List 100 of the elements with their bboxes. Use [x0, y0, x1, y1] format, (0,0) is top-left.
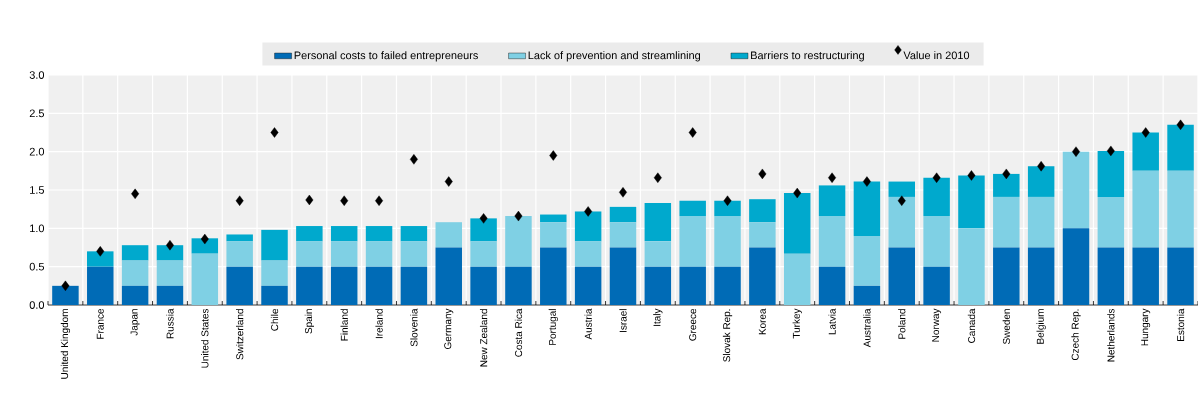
bar: [540, 247, 567, 305]
x-tick-label: Poland: [898, 309, 906, 339]
y-tick-label: 2.0: [29, 147, 45, 156]
x-tick-label: Latvia: [828, 308, 836, 335]
bar: [226, 241, 253, 267]
point: [793, 187, 802, 199]
bar: [818, 266, 846, 305]
point: [479, 213, 488, 224]
bar: [540, 214, 567, 223]
point: [862, 176, 871, 187]
bar: [330, 226, 358, 242]
point: [409, 154, 418, 165]
x-tick-label: Greece: [689, 308, 697, 341]
bar: [679, 266, 706, 305]
bar: [365, 266, 393, 305]
x-tick-label: Hungary: [1141, 308, 1151, 346]
bar: [888, 196, 915, 248]
point: [305, 194, 314, 206]
point: [166, 240, 174, 251]
x-tick-label: Canada: [967, 308, 976, 343]
bar: [121, 245, 149, 261]
x-tick-label: New Zealand: [479, 309, 488, 367]
bar: [540, 222, 567, 248]
bar: [923, 177, 950, 217]
bar: [52, 285, 79, 305]
bar: [923, 216, 950, 267]
bar: [156, 245, 184, 261]
point: [1141, 127, 1150, 138]
point: [61, 280, 70, 292]
point: [1037, 161, 1046, 172]
bar: [191, 253, 219, 305]
bar: [400, 241, 428, 267]
x-tick-label: Ireland: [375, 309, 383, 339]
bar: [400, 226, 428, 242]
point: [653, 172, 662, 183]
bar: [574, 211, 602, 242]
bar: [609, 247, 637, 305]
bar: [330, 241, 358, 267]
point: [932, 172, 941, 183]
point: [584, 206, 593, 217]
bar: [261, 260, 288, 286]
bar: [714, 266, 741, 305]
bar: [993, 173, 1020, 197]
point: [235, 195, 244, 206]
bar: [470, 266, 497, 305]
x-tick-label: Slovenia: [410, 308, 418, 347]
bar: [1062, 228, 1090, 305]
bar: [1167, 170, 1194, 248]
bar: [783, 193, 811, 254]
bar: [365, 226, 393, 242]
bar: [226, 234, 253, 242]
bar: [191, 238, 219, 254]
bar: [1167, 124, 1194, 171]
bar: [609, 222, 637, 248]
x-tick-label: Belgium: [1036, 309, 1046, 344]
y-tick-label: 3.0: [29, 71, 45, 79]
bar: [574, 241, 602, 267]
bar: [470, 241, 497, 267]
legend-label: Barriers to restructuring: [751, 51, 864, 62]
bar: [958, 175, 985, 229]
bar: [505, 216, 532, 267]
x-tick-label: Estonia: [1176, 308, 1185, 341]
point: [514, 210, 523, 222]
bar: [993, 196, 1020, 248]
bar: [749, 199, 776, 223]
bar: [714, 200, 741, 217]
x-tick-label: Japan: [130, 309, 140, 336]
x-tick-label: Korea: [758, 308, 766, 335]
bar: [1027, 166, 1055, 197]
bar: [679, 200, 706, 217]
point: [131, 188, 140, 200]
point: [758, 168, 767, 180]
point: [340, 195, 349, 206]
bar: [1097, 247, 1125, 305]
x-tick-label: Sweden: [1002, 309, 1010, 345]
bar: [993, 247, 1020, 305]
bar: [644, 241, 672, 267]
bar: [818, 185, 846, 217]
y-tick-label: 1.5: [30, 186, 45, 194]
bar: [609, 206, 637, 223]
legend-label: Value in 2010: [903, 51, 970, 60]
bar: [261, 229, 288, 261]
bar: [87, 251, 114, 267]
y-tick-label: 0.5: [29, 262, 45, 271]
y-tick-label: 0.0: [29, 301, 45, 309]
x-tick-label: Austria: [584, 308, 592, 340]
bar: [296, 266, 323, 305]
bar: [644, 203, 672, 242]
bar: [574, 266, 602, 305]
y-tick-label: 2.5: [29, 109, 45, 118]
bar: [87, 266, 114, 305]
x-tick-label: Finland: [340, 309, 348, 341]
x-tick-label: Czech Rep.: [1071, 309, 1081, 361]
bar: [1027, 196, 1055, 248]
point: [1072, 146, 1080, 157]
x-tick-label: Germany: [444, 308, 454, 349]
bar: [853, 181, 881, 236]
point: [375, 195, 383, 206]
bar: [435, 222, 462, 248]
bar: [365, 241, 393, 267]
